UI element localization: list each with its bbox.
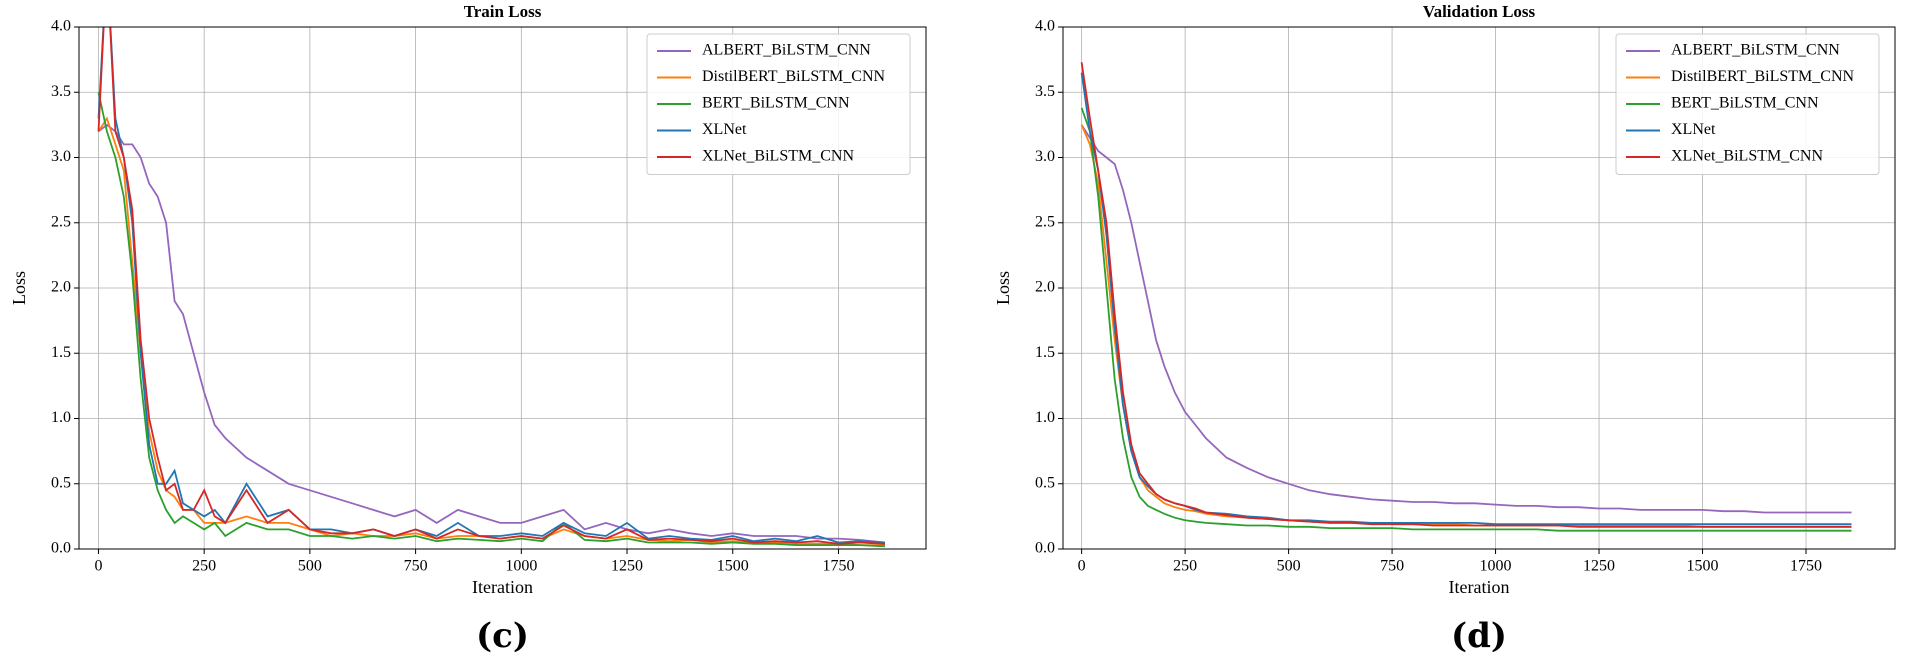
legend-label: XLNet <box>1671 121 1716 138</box>
y-axis-label: Loss <box>993 271 1013 305</box>
y-tick-label: 0.5 <box>1035 474 1055 491</box>
series-line <box>97 116 885 546</box>
legend-label: XLNet_BiLSTM_CNN <box>1671 148 1823 165</box>
x-axis-label: Iteration <box>472 577 533 597</box>
chart-title: Validation Loss <box>1423 2 1536 21</box>
x-tick-label: 1750 <box>1790 558 1822 575</box>
series-line <box>1080 72 1852 526</box>
y-tick-label: 1.0 <box>1035 409 1055 426</box>
legend: ALBERT_BiLSTM_CNN DistilBERT_BiLSTM_CNN BE… <box>1615 33 1880 175</box>
x-tick-label: 500 <box>1277 558 1301 575</box>
panel-label: (c) <box>476 616 529 656</box>
y-tick-label: 1.5 <box>1035 344 1055 361</box>
x-tick-label: 1500 <box>1687 558 1719 575</box>
y-tick-label: 2.5 <box>1035 213 1055 230</box>
y-tick-label: 1.5 <box>51 344 71 361</box>
x-tick-label: 250 <box>1173 558 1197 575</box>
y-tick-label: 2.0 <box>51 279 71 296</box>
x-tick-label: 1250 <box>1583 558 1615 575</box>
y-axis-label: Loss <box>9 271 29 305</box>
series-line <box>97 92 886 548</box>
series-line <box>1080 124 1852 514</box>
y-tick-label: 4.0 <box>1035 18 1055 35</box>
legend-box <box>1615 33 1880 175</box>
y-tick-label: 3.0 <box>1035 148 1055 165</box>
y-tick-label: 1.0 <box>51 409 71 426</box>
legend-box <box>646 33 911 175</box>
y-tick-label: 2.0 <box>1035 279 1055 296</box>
legend-label: BERT_BiLSTM_CNN <box>1671 95 1819 112</box>
x-axis-label: Iteration <box>1449 577 1510 597</box>
x-tick-label: 750 <box>404 558 428 575</box>
y-tick-label: 3.0 <box>51 148 71 165</box>
x-tick-label: 1000 <box>505 558 537 575</box>
series-line <box>97 27 886 545</box>
series-line <box>1080 62 1852 528</box>
y-tick-label: 3.5 <box>51 83 71 100</box>
subplot: 0 250 500 750 1000 1250 1500 1750 0.0 0.5 1.0 1.5 2.… <box>993 2 1896 656</box>
y-tick-label: 3.5 <box>1035 83 1055 100</box>
x-tick-label: 750 <box>1380 558 1404 575</box>
legend-label: XLNet <box>702 121 747 138</box>
legend-label: DistilBERT_BiLSTM_CNN <box>1671 68 1855 85</box>
x-tick-label: 1750 <box>822 558 854 575</box>
x-tick-label: 500 <box>298 558 322 575</box>
legend-label: DistilBERT_BiLSTM_CNN <box>702 68 886 85</box>
x-tick-label: 0 <box>1078 558 1086 575</box>
subplot: 0 250 500 750 1000 1250 1500 1750 0.0 0.5 1.0 1.5 2.… <box>9 2 927 656</box>
series-line <box>1080 107 1852 532</box>
y-tick-label: 0.0 <box>1035 540 1055 557</box>
legend-label: ALBERT_BiLSTM_CNN <box>1671 42 1840 59</box>
y-tick-label: 0.0 <box>51 540 71 557</box>
axes-frame <box>1062 26 1896 550</box>
legend-label: ALBERT_BiLSTM_CNN <box>702 42 871 59</box>
y-tick-label: 0.5 <box>51 474 71 491</box>
x-tick-label: 250 <box>192 558 216 575</box>
legend: ALBERT_BiLSTM_CNN DistilBERT_BiLSTM_CNN BE… <box>646 33 911 175</box>
series-line <box>1080 124 1852 528</box>
y-tick-label: 4.0 <box>51 18 71 35</box>
x-tick-label: 1000 <box>1480 558 1512 575</box>
x-tick-label: 1500 <box>717 558 749 575</box>
series-line <box>97 123 886 544</box>
legend-label: BERT_BiLSTM_CNN <box>702 95 850 112</box>
panel-label: (d) <box>1451 616 1507 656</box>
legend-label: XLNet_BiLSTM_CNN <box>702 148 854 165</box>
chart-title: Train Loss <box>464 2 542 21</box>
x-tick-label: 0 <box>94 558 102 575</box>
x-tick-label: 1250 <box>611 558 643 575</box>
axes-frame <box>78 26 927 550</box>
y-tick-label: 2.5 <box>51 213 71 230</box>
